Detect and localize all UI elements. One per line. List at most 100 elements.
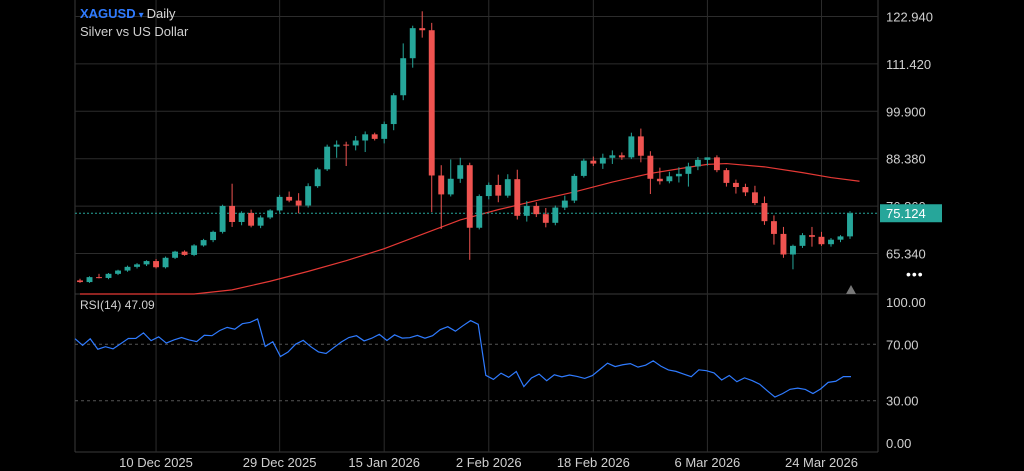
rsi-tick-label: 0.00 bbox=[886, 436, 911, 451]
candle-body bbox=[257, 217, 264, 226]
candle-body bbox=[438, 175, 445, 195]
candle-body bbox=[124, 266, 131, 271]
time-tick-label: 24 Mar 2026 bbox=[785, 455, 858, 470]
candle-body bbox=[723, 170, 730, 183]
candle bbox=[476, 194, 483, 230]
candle-body bbox=[229, 205, 236, 222]
candle bbox=[286, 191, 293, 203]
candle bbox=[305, 183, 312, 208]
candle bbox=[162, 256, 169, 269]
candle-body bbox=[428, 30, 435, 176]
candle bbox=[466, 162, 473, 260]
price-tick-label: 99.900 bbox=[886, 104, 926, 119]
candle-body bbox=[371, 134, 378, 139]
candle-body bbox=[542, 214, 549, 223]
candle-body bbox=[466, 165, 473, 228]
candle-body bbox=[561, 200, 568, 208]
candle bbox=[590, 156, 597, 167]
candle-body bbox=[751, 192, 758, 204]
candle-body bbox=[105, 273, 112, 278]
candle bbox=[115, 269, 121, 276]
candle bbox=[561, 195, 568, 211]
timeframe-label[interactable]: Daily bbox=[146, 6, 176, 21]
candle-body bbox=[343, 144, 350, 146]
symbol-label[interactable]: XAGUSD bbox=[80, 6, 136, 21]
candle-body bbox=[476, 196, 483, 228]
time-tick-label: 18 Feb 2026 bbox=[557, 455, 630, 470]
candle-body bbox=[628, 136, 635, 158]
time-tick-label: 15 Jan 2026 bbox=[348, 455, 420, 470]
candle bbox=[647, 151, 654, 195]
instrument-description: Silver vs US Dollar bbox=[80, 24, 189, 39]
candle-body bbox=[295, 200, 302, 206]
candle-body bbox=[771, 221, 777, 234]
candle-body bbox=[666, 176, 673, 182]
candle bbox=[314, 167, 321, 188]
candle-body bbox=[115, 270, 121, 274]
candle-body bbox=[143, 261, 150, 265]
more-options-icon[interactable]: ••• bbox=[906, 266, 924, 282]
candle bbox=[105, 273, 112, 280]
price-tick-label: 111.420 bbox=[886, 57, 931, 72]
chart-header[interactable]: XAGUSD ▾ Daily bbox=[80, 6, 176, 21]
candle bbox=[438, 165, 445, 229]
candle bbox=[134, 263, 140, 269]
moving-average-series bbox=[80, 162, 860, 295]
candle-body bbox=[580, 160, 587, 176]
candle-body bbox=[637, 136, 644, 156]
candle-body bbox=[191, 245, 198, 255]
candle bbox=[86, 276, 93, 283]
candle bbox=[780, 226, 787, 258]
candle bbox=[495, 174, 502, 203]
candle-body bbox=[219, 205, 226, 232]
rsi-title: RSI(14) bbox=[80, 298, 122, 312]
chevron-down-icon[interactable]: ▾ bbox=[138, 10, 144, 21]
candle-body bbox=[495, 184, 502, 196]
candle-body bbox=[305, 186, 312, 206]
candle bbox=[143, 260, 150, 267]
candle-body bbox=[134, 264, 140, 267]
time-tick-label: 2 Feb 2026 bbox=[456, 455, 522, 470]
candle bbox=[761, 196, 768, 225]
candle bbox=[153, 259, 159, 269]
rsi-tick-label: 30.00 bbox=[886, 394, 919, 409]
candle bbox=[723, 168, 730, 187]
candle-body bbox=[618, 155, 625, 158]
candle bbox=[324, 144, 331, 171]
candle bbox=[609, 150, 616, 164]
candle-body bbox=[818, 236, 825, 245]
candle-body bbox=[324, 146, 331, 170]
candle-body bbox=[533, 205, 540, 215]
candle-body bbox=[276, 196, 283, 211]
candle-body bbox=[656, 178, 663, 182]
time-tick-label: 6 Mar 2026 bbox=[675, 455, 741, 470]
candle bbox=[837, 235, 844, 243]
candle bbox=[210, 230, 217, 243]
rsi-tick-label: 100.00 bbox=[886, 295, 926, 310]
candle bbox=[771, 215, 777, 245]
candle-body bbox=[694, 159, 701, 167]
candle bbox=[352, 135, 359, 151]
candle-body bbox=[267, 210, 274, 218]
candle bbox=[618, 152, 625, 160]
candle-body bbox=[286, 196, 293, 201]
candle bbox=[552, 205, 559, 226]
candle-body bbox=[847, 213, 853, 237]
candle-body bbox=[713, 157, 720, 171]
candle bbox=[542, 207, 549, 228]
candle-body bbox=[504, 179, 511, 196]
candle-body bbox=[96, 277, 102, 279]
candle bbox=[77, 278, 83, 283]
candle bbox=[124, 265, 131, 272]
price-tick-label: 88.380 bbox=[886, 152, 926, 167]
candle bbox=[181, 250, 188, 256]
candle bbox=[504, 174, 511, 198]
candle bbox=[96, 273, 102, 279]
candlestick-series bbox=[77, 11, 853, 283]
price-tick-label: 65.340 bbox=[886, 247, 926, 262]
candle bbox=[447, 159, 454, 197]
candle bbox=[704, 157, 711, 166]
candle bbox=[571, 173, 578, 204]
candle-body bbox=[447, 178, 454, 195]
